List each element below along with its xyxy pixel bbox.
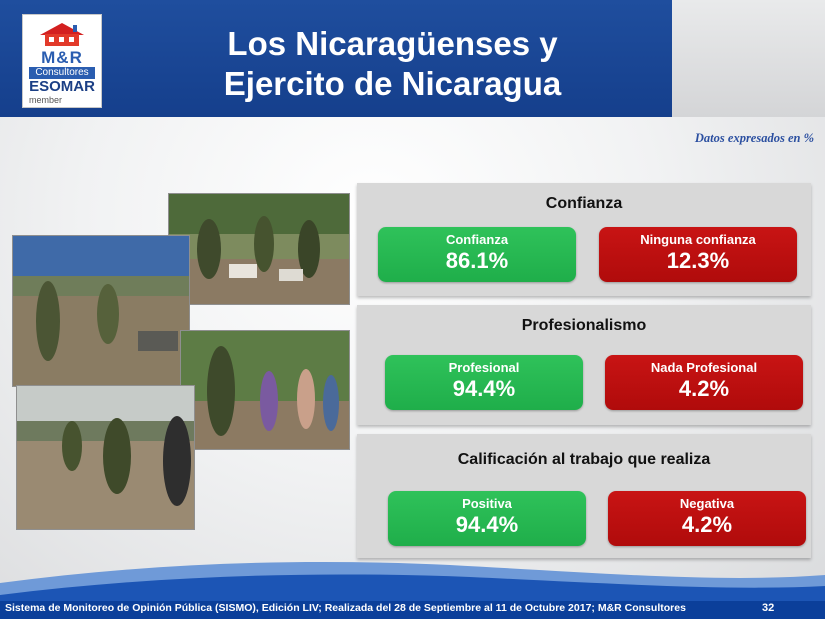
profesionalismo-negative-box: Nada Profesional 4.2% [605,355,803,410]
photo-soldiers-sandbags [168,193,350,305]
confianza-positive-value: 86.1% [445,248,509,273]
footer-wave [0,562,825,619]
logo-association: ESOMAR [29,78,95,95]
profesionalismo-panel: Profesionalismo Profesional 94.4% Nada P… [357,305,811,425]
confianza-positive-box: Confianza 86.1% [378,227,576,282]
logo-subtitle: Consultores [29,67,95,79]
header-side-band [672,0,825,117]
confianza-positive-label: Confianza [445,232,509,247]
confianza-negative-value: 12.3% [666,248,730,273]
calificacion-negative-value: 4.2% [681,512,733,537]
profesionalismo-panel-title: Profesionalismo [521,317,647,334]
calificacion-positive-label: Positiva [462,496,512,511]
photo-soldier-carrying-child [180,330,350,450]
confianza-negative-box: Ninguna confianza 12.3% [599,227,797,282]
confianza-negative-label: Ninguna confianza [640,232,756,247]
units-note: Datos expresados en % [694,131,814,145]
page-title: Los Nicaragüenses y Ejercito de Nicaragu… [120,24,665,104]
confianza-panel: Confianza Confianza 86.1% Ninguna confia… [357,183,811,296]
profesionalismo-positive-label: Profesional [448,360,520,375]
profesionalismo-negative-value: 4.2% [678,376,730,401]
logo-association-sub: member [29,95,63,105]
photo-soldiers-mud [12,235,190,387]
calificacion-panel: Calificación al trabajo que realiza Posi… [357,434,811,558]
header-bar [0,0,672,117]
calificacion-negative-label: Negativa [679,496,735,511]
photo-soldiers-flood [16,385,195,530]
company-logo: M&R Consultores ESOMAR member [22,14,102,108]
title-line-1: Los Nicaragüenses y [227,25,558,62]
profesionalismo-positive-box: Profesional 94.4% [385,355,583,410]
calificacion-positive-box: Positiva 94.4% [388,491,586,546]
title-line-2: Ejercito de Nicaragua [223,65,562,102]
footer-source: Sistema de Monitoreo de Opinión Pública … [5,602,686,614]
calificacion-negative-box: Negativa 4.2% [608,491,806,546]
profesionalismo-positive-value: 94.4% [452,376,516,401]
confianza-panel-title: Confianza [545,195,623,212]
logo-brand: M&R [41,48,83,67]
page-number: 32 [762,602,775,614]
calificacion-panel-title: Calificación al trabajo que realiza [457,451,711,468]
calificacion-positive-value: 94.4% [455,512,519,537]
profesionalismo-negative-label: Nada Profesional [650,360,758,375]
house-icon [40,23,84,46]
